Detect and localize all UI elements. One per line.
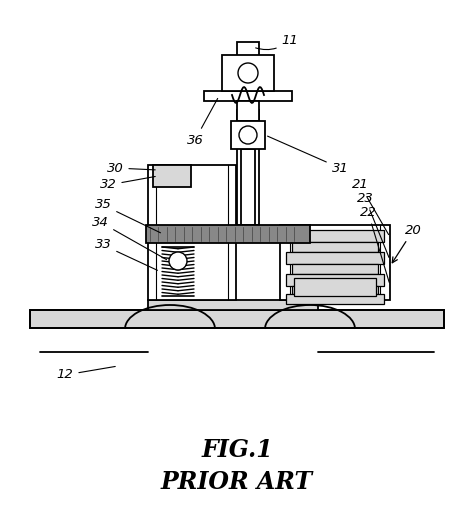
Text: 30: 30 bbox=[107, 161, 155, 175]
Text: 21: 21 bbox=[352, 178, 389, 234]
Bar bbox=[292, 264, 378, 274]
Bar bbox=[286, 230, 384, 242]
Circle shape bbox=[238, 63, 258, 83]
Text: 33: 33 bbox=[95, 239, 157, 270]
Bar bbox=[222, 55, 274, 91]
Bar bbox=[294, 278, 376, 296]
Bar bbox=[241, 149, 255, 225]
Text: 34: 34 bbox=[91, 215, 166, 260]
Circle shape bbox=[169, 252, 187, 270]
Text: 11: 11 bbox=[255, 33, 298, 50]
Bar bbox=[204, 91, 292, 101]
Bar bbox=[153, 165, 191, 187]
Bar bbox=[148, 300, 318, 310]
Bar bbox=[280, 225, 390, 300]
Bar bbox=[237, 42, 259, 95]
Bar bbox=[286, 252, 384, 264]
Text: 12: 12 bbox=[56, 367, 115, 381]
Bar bbox=[292, 286, 378, 294]
Text: FIG.1: FIG.1 bbox=[201, 438, 273, 462]
Bar bbox=[237, 101, 259, 121]
Bar bbox=[231, 121, 265, 149]
Bar bbox=[30, 310, 444, 328]
Text: 22: 22 bbox=[360, 205, 389, 282]
Bar bbox=[292, 242, 378, 252]
Text: 36: 36 bbox=[187, 98, 218, 147]
Bar bbox=[286, 274, 384, 286]
Text: 23: 23 bbox=[356, 191, 389, 258]
Text: PRIOR ART: PRIOR ART bbox=[161, 470, 313, 494]
Text: 31: 31 bbox=[267, 136, 348, 175]
Text: 32: 32 bbox=[100, 177, 155, 191]
Bar bbox=[148, 165, 236, 300]
Bar bbox=[146, 225, 310, 243]
Circle shape bbox=[239, 126, 257, 144]
Text: 20: 20 bbox=[392, 223, 422, 263]
Bar bbox=[286, 294, 384, 304]
Text: 35: 35 bbox=[95, 198, 161, 233]
Bar bbox=[237, 110, 259, 225]
